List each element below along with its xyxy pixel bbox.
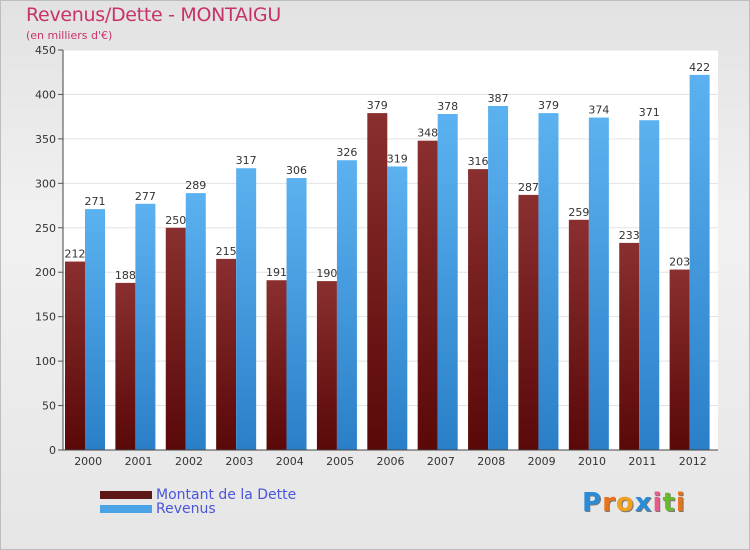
bar-revenus (689, 74, 710, 450)
data-label-dette: 203 (669, 256, 690, 269)
legend-item-revenus: Revenus (100, 501, 216, 517)
x-tick-label: 2012 (679, 455, 707, 468)
data-label-dette: 259 (568, 206, 589, 219)
logo-letter: i (652, 488, 663, 518)
data-label-revenus: 379 (538, 99, 559, 112)
data-label-revenus: 277 (135, 190, 156, 203)
bar-dette (115, 282, 136, 450)
data-label-dette: 191 (266, 266, 287, 279)
bar-dette (619, 242, 640, 450)
data-label-dette: 316 (468, 155, 489, 168)
legend-label-revenus: Revenus (156, 501, 216, 517)
bar-revenus (488, 106, 509, 450)
bar-revenus (538, 113, 559, 450)
x-tick-label: 2007 (427, 455, 455, 468)
y-tick-label: 400 (35, 88, 56, 101)
bar-revenus (336, 160, 357, 450)
bar-dette (518, 194, 539, 450)
bar-revenus (387, 166, 408, 450)
y-tick-label: 450 (35, 44, 56, 57)
data-label-dette: 188 (115, 269, 136, 282)
x-tick-label: 2002 (175, 455, 203, 468)
bar-dette (568, 219, 589, 450)
data-label-revenus: 371 (639, 106, 660, 119)
bar-revenus (135, 203, 156, 450)
logo-letter: r (602, 488, 616, 518)
x-tick-label: 2009 (528, 455, 556, 468)
data-label-revenus: 422 (689, 61, 710, 74)
y-tick-label: 300 (35, 177, 56, 190)
bar-revenus (236, 168, 257, 450)
data-label-revenus: 387 (488, 92, 509, 105)
bar-revenus (437, 114, 458, 450)
data-label-revenus: 306 (286, 164, 307, 177)
legend-swatch-revenus (100, 505, 152, 513)
x-tick-label: 2006 (377, 455, 405, 468)
bar-dette (165, 227, 186, 450)
data-label-dette: 190 (316, 267, 337, 280)
bar-revenus (85, 209, 105, 450)
data-label-dette: 215 (216, 245, 237, 258)
data-label-dette: 287 (518, 181, 539, 194)
data-label-revenus: 374 (588, 104, 609, 117)
x-tick-label: 2004 (276, 455, 304, 468)
bar-revenus (286, 178, 307, 450)
bar-dette (266, 280, 287, 450)
bar-dette (669, 269, 690, 450)
bar-revenus (185, 193, 206, 450)
logo-letter: P (582, 488, 603, 518)
logo-letter: o (615, 488, 635, 518)
bar-dette (468, 169, 489, 450)
x-tick-label: 2011 (628, 455, 656, 468)
logo-letter: x (634, 488, 653, 518)
bar-dette (216, 258, 237, 450)
y-tick-label: 200 (35, 266, 56, 279)
logo-letter: i (675, 488, 686, 518)
chart-subtitle: (en milliers d'€) (26, 29, 113, 42)
data-label-dette: 348 (417, 127, 438, 140)
data-label-dette: 212 (65, 248, 86, 261)
data-label-dette: 379 (367, 99, 388, 112)
data-label-revenus: 271 (85, 195, 106, 208)
bar-dette (316, 281, 337, 450)
logo-letter: t (662, 488, 676, 518)
y-tick-label: 100 (35, 355, 56, 368)
data-label-dette: 233 (619, 229, 640, 242)
x-tick-label: 2010 (578, 455, 606, 468)
y-tick-label: 50 (42, 400, 56, 413)
data-label-revenus: 378 (437, 100, 458, 113)
x-tick-label: 2003 (225, 455, 253, 468)
data-label-revenus: 326 (336, 146, 357, 159)
y-tick-label: 250 (35, 222, 56, 235)
x-tick-label: 2005 (326, 455, 354, 468)
legend-item-dette: Montant de la Dette (100, 487, 296, 503)
data-label-revenus: 289 (185, 179, 206, 192)
x-tick-label: 2000 (74, 455, 102, 468)
y-tick-label: 0 (49, 444, 56, 457)
data-label-dette: 250 (165, 214, 186, 227)
data-label-revenus: 319 (387, 152, 408, 165)
bar-revenus (588, 117, 609, 451)
bar-dette (417, 140, 438, 450)
x-tick-label: 2008 (477, 455, 505, 468)
bar-dette (65, 261, 85, 450)
legend-label-dette: Montant de la Dette (156, 487, 297, 503)
data-label-revenus: 317 (236, 154, 257, 167)
legend-swatch-dette (100, 491, 152, 499)
bar-dette (367, 113, 388, 450)
y-tick-label: 350 (35, 133, 56, 146)
chart-title: Revenus/Dette - MONTAIGU (26, 4, 281, 26)
y-tick-label: 150 (35, 311, 56, 324)
bar-revenus (639, 120, 660, 450)
x-tick-label: 2001 (125, 455, 153, 468)
proxiti-logo: Proxiti (582, 488, 686, 518)
